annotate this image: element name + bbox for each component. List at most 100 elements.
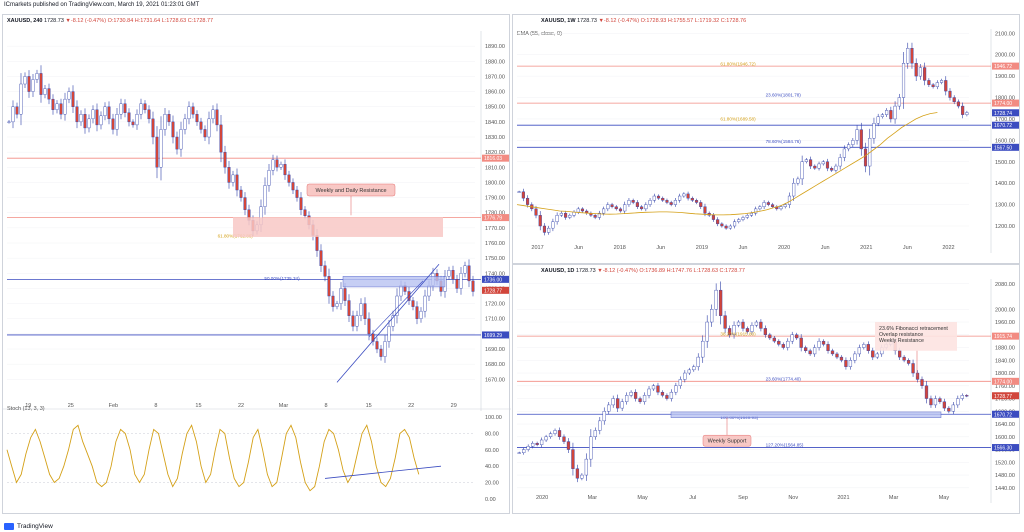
candle-body: [901, 63, 906, 98]
candle-body: [580, 208, 585, 212]
y-tick-label: 1830.00: [485, 135, 505, 141]
chart-svg-weekly[interactable]: 2100.00 2000.00 1900.00 1800.00 1700.00 1600.…: [513, 15, 1021, 265]
candle-body: [387, 326, 391, 342]
chart-title-daily: XAUUSD, 1D 1728.73 ▼-8.12 (-0.47%) O:173…: [541, 268, 745, 274]
symbol-label: XAUUSD, 1D: [541, 268, 575, 274]
candle-body: [952, 97, 956, 103]
candle-body: [960, 395, 964, 399]
y-tick-label: 1870.00: [485, 74, 505, 80]
candle-body: [606, 204, 610, 210]
candle-body: [660, 391, 665, 396]
candle-body: [692, 366, 696, 371]
candle-body: [682, 193, 686, 197]
candle-body: [610, 204, 614, 207]
candle-body: [419, 310, 423, 319]
price-label-bg: [482, 154, 509, 162]
candle-body: [656, 195, 661, 199]
chart-svg-daily[interactable]: 2080.002000.001960.001920.001880.001840.…: [513, 265, 1021, 515]
candle-body: [566, 441, 571, 450]
candle-body: [271, 159, 275, 171]
candle-body: [618, 208, 623, 212]
fib-label: 23.60%(1774.40): [766, 376, 802, 381]
candle-body: [674, 385, 678, 393]
y-tick-label: 1300.00: [995, 203, 1015, 209]
candle-body: [792, 182, 796, 197]
ema-label: EMA (55, close, 0): [517, 31, 562, 37]
candle-body: [287, 174, 291, 183]
x-tick-label: Jun: [656, 245, 665, 251]
candle-body: [809, 159, 813, 167]
candle-body: [99, 115, 103, 126]
current-price-bg: [992, 109, 1019, 117]
fib-label: 61.80%(1689.58): [720, 116, 756, 121]
candle-body: [771, 204, 775, 207]
candle-body: [920, 379, 924, 386]
candle-body: [227, 167, 231, 183]
candle-body: [27, 76, 31, 92]
candle-body: [687, 369, 691, 374]
x-tick-label: 15: [366, 403, 372, 409]
candle-body: [602, 411, 606, 422]
y-tick-label: 2000.00: [995, 307, 1015, 313]
x-tick-label: 8: [325, 403, 328, 409]
y-tick-label: 1600.00: [995, 138, 1015, 144]
fib-label: 127.20%(1564.85): [766, 443, 804, 448]
chart-title-weekly: XAUUSD, 1W 1728.73 ▼-8.12 (-0.47%) O:172…: [541, 18, 746, 24]
y-tick-label: 1740.00: [485, 271, 505, 277]
candle-body: [961, 105, 965, 115]
candle-body: [669, 202, 673, 205]
candle-body: [631, 200, 635, 203]
x-tick-label: 25: [68, 403, 74, 409]
candle-body: [627, 200, 631, 205]
resistance-note: Overlap resistance: [879, 332, 923, 338]
price-label-bg: [992, 121, 1019, 129]
last-price: 1728.73: [575, 268, 596, 274]
candle-body: [838, 157, 842, 167]
candle-body: [263, 185, 267, 207]
x-tick-label: Jun: [574, 245, 583, 251]
footer-brand: TradingView: [17, 523, 53, 530]
y-tick-label: 1700.00: [995, 117, 1015, 123]
candle-body: [875, 353, 879, 358]
candle-body: [267, 170, 271, 186]
x-tick-label: 2017: [531, 245, 543, 251]
y-tick-label: 2100.00: [995, 31, 1015, 37]
candle-body: [463, 265, 467, 274]
candle-body: [347, 300, 351, 316]
y-tick-label: 1760.00: [485, 241, 505, 247]
candle-body: [951, 404, 955, 412]
candle-body: [813, 165, 817, 169]
stoch-label: Stoch (13, 3, 3): [7, 406, 45, 412]
candle-body: [796, 178, 800, 184]
candle-body: [817, 340, 821, 348]
trendline: [336, 263, 440, 383]
chart-panel-daily[interactable]: XAUUSD, 1D 1728.73 ▼-8.12 (-0.47%) O:173…: [512, 264, 1020, 514]
candle-body: [564, 212, 568, 218]
candle-body: [471, 280, 475, 292]
x-tick-label: Jul: [689, 495, 696, 501]
chart-svg-h4[interactable]: 1890.00 1880.00 1870.00 1860.00 1850.00 1840.…: [3, 15, 511, 515]
candle-body: [889, 110, 893, 120]
candle-body: [538, 215, 542, 227]
candle-body: [669, 391, 674, 399]
chart-panel-weekly[interactable]: XAUUSD, 1W 1728.73 ▼-8.12 (-0.47%) O:172…: [512, 14, 1020, 264]
candle-body: [804, 159, 808, 162]
candle-body: [781, 344, 785, 348]
x-tick-label: 2019: [696, 245, 708, 251]
candle-body: [720, 223, 724, 227]
y-tick-label: 1960.00: [995, 320, 1015, 326]
price-label-bg: [992, 444, 1019, 452]
candle-body: [63, 98, 67, 115]
candle-body: [623, 204, 627, 212]
candle-body: [898, 350, 902, 358]
candle-body: [800, 161, 804, 180]
candle-body: [351, 315, 355, 327]
candle-body: [327, 276, 331, 297]
candle-body: [243, 197, 247, 210]
chart-panel-h4[interactable]: XAUUSD, 240 1728.73 ▼-8.12 (-0.47%) O:17…: [2, 14, 511, 515]
x-tick-label: Mar: [588, 495, 598, 501]
candle-body: [111, 118, 115, 130]
candle-body: [299, 197, 303, 210]
price-label: 1774.00: [994, 101, 1012, 107]
candle-body: [705, 321, 709, 342]
